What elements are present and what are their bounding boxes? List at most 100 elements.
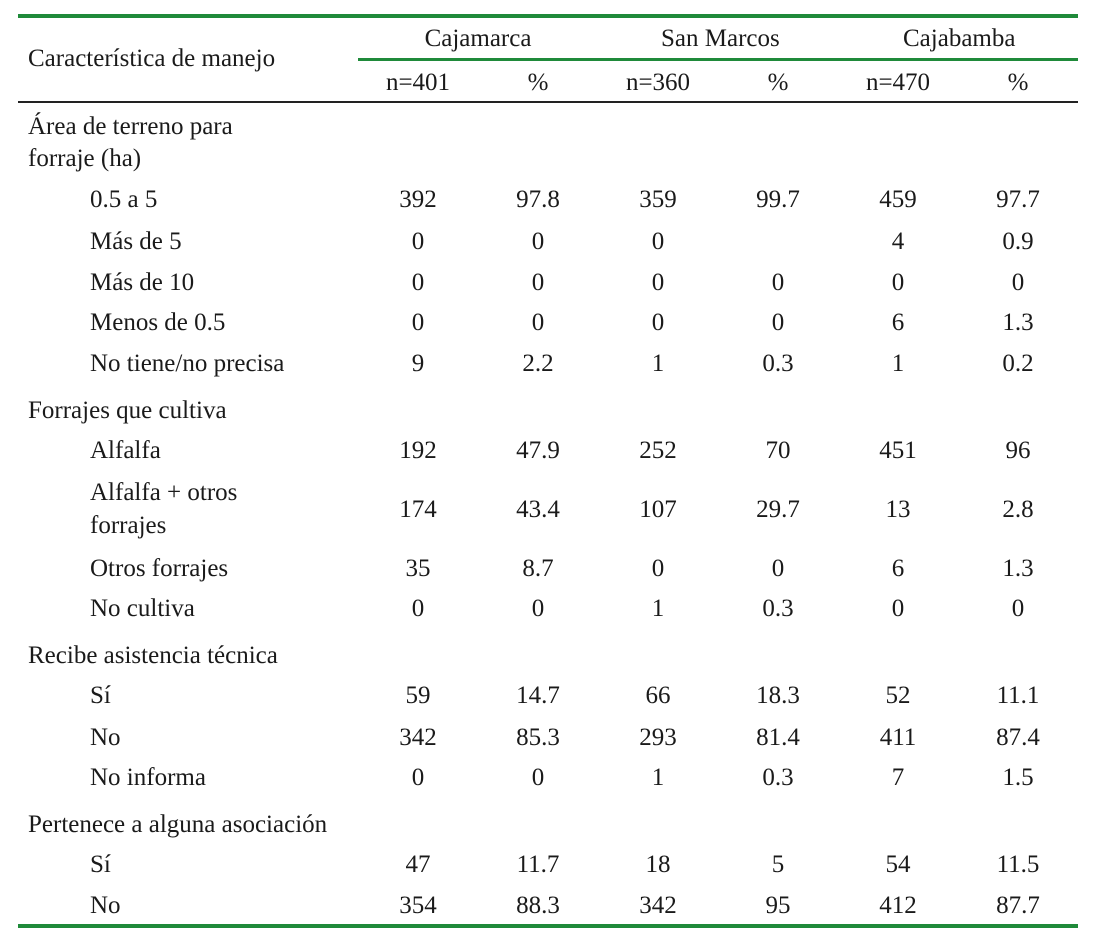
subheader-percent: % [1007, 69, 1029, 96]
count-cell: 342 [399, 724, 437, 751]
percent-cell: 1.5 [1002, 764, 1034, 791]
top-rule [18, 14, 1078, 18]
row-label: Alfalfa + otros [90, 479, 238, 506]
row-label: Menos de 0.5 [90, 309, 226, 336]
percent-cell: 85.3 [516, 724, 560, 751]
percent-cell: 97.7 [996, 186, 1040, 213]
percent-cell: 0 [771, 309, 785, 336]
count-cell: 6 [891, 555, 905, 582]
percent-cell: 1.3 [1002, 309, 1034, 336]
count-cell: 4 [891, 228, 905, 255]
percent-cell: 88.3 [516, 892, 560, 919]
count-cell: 0 [651, 228, 665, 255]
count-cell: 52 [885, 682, 911, 709]
count-cell: 107 [639, 496, 677, 523]
row-label: No tiene/no precisa [90, 350, 285, 377]
percent-cell: 2.2 [522, 350, 554, 377]
count-cell: 451 [879, 437, 917, 464]
percent-cell: 95 [765, 892, 791, 919]
count-cell: 1 [651, 350, 665, 377]
group-header-cajamarca: Cajamarca [424, 25, 532, 52]
count-cell: 9 [411, 350, 425, 377]
percent-cell: 0 [531, 595, 545, 622]
percent-cell: 1.3 [1002, 555, 1034, 582]
subheader-n: n=401 [385, 69, 451, 96]
percent-cell: 0.3 [762, 764, 794, 791]
count-cell: 0 [411, 595, 425, 622]
percent-cell: 70 [765, 437, 791, 464]
percent-cell: 0 [531, 309, 545, 336]
subheader-percent: % [527, 69, 549, 96]
percent-cell: 0 [531, 228, 545, 255]
count-cell: 192 [399, 437, 437, 464]
count-cell: 0 [651, 269, 665, 296]
count-cell: 0 [411, 309, 425, 336]
percent-cell: 11.1 [996, 682, 1040, 709]
count-cell: 7 [891, 764, 905, 791]
row-label: Sí [90, 682, 111, 709]
count-cell: 0 [891, 269, 905, 296]
group-header-san-marcos: San Marcos [661, 25, 780, 52]
row-label: No informa [90, 764, 206, 791]
count-cell: 54 [885, 851, 911, 878]
percent-cell: 14.7 [516, 682, 560, 709]
percent-cell: 0 [1011, 595, 1025, 622]
percent-cell: 0.2 [1002, 350, 1034, 377]
row-label: 0.5 a 5 [90, 186, 158, 213]
percent-cell: 87.7 [996, 892, 1040, 919]
section-title: Forrajes que cultiva [28, 397, 227, 424]
percent-cell: 8.7 [522, 555, 554, 582]
percent-cell: 99.7 [756, 186, 800, 213]
count-cell: 293 [639, 724, 677, 751]
count-cell: 47 [405, 851, 431, 878]
count-cell: 252 [639, 437, 677, 464]
characteristic-header: Característica de manejo [28, 45, 276, 72]
percent-cell: 81.4 [756, 724, 800, 751]
bottom-rule [18, 924, 1078, 928]
section-title: Área de terreno para [28, 113, 233, 140]
count-cell: 0 [891, 595, 905, 622]
row-label: No cultiva [90, 595, 195, 622]
row-label: No [90, 892, 121, 919]
percent-cell: 0.9 [1002, 228, 1034, 255]
count-cell: 174 [399, 496, 437, 523]
percent-cell: 5 [771, 851, 785, 878]
count-cell: 459 [879, 186, 917, 213]
subheader-n: n=360 [625, 69, 691, 96]
section-title: Recibe asistencia técnica [28, 642, 278, 669]
percent-cell: 2.8 [1002, 496, 1034, 523]
percent-cell: 0.3 [762, 350, 794, 377]
count-cell: 0 [411, 269, 425, 296]
percent-cell: 0 [771, 269, 785, 296]
count-cell: 392 [399, 186, 437, 213]
group-header-rule [358, 58, 1078, 61]
count-cell: 412 [879, 892, 917, 919]
row-label: No [90, 724, 121, 751]
count-cell: 6 [891, 309, 905, 336]
count-cell: 0 [411, 228, 425, 255]
count-cell: 13 [885, 496, 911, 523]
count-cell: 354 [399, 892, 437, 919]
count-cell: 1 [891, 350, 905, 377]
row-label: Sí [90, 851, 111, 878]
subheader-n: n=470 [865, 69, 931, 96]
count-cell: 342 [639, 892, 677, 919]
count-cell: 1 [651, 764, 665, 791]
percent-cell: 0.3 [762, 595, 794, 622]
percent-cell: 97.8 [516, 186, 560, 213]
percent-cell: 11.5 [996, 851, 1040, 878]
row-label: Otros forrajes [90, 555, 229, 582]
count-cell: 0 [651, 555, 665, 582]
count-cell: 0 [651, 309, 665, 336]
percent-cell: 0 [531, 764, 545, 791]
section-title: Pertenece a alguna asociación [28, 811, 328, 838]
count-cell: 1 [651, 595, 665, 622]
percent-cell: 0 [771, 555, 785, 582]
percent-cell: 0 [531, 269, 545, 296]
percent-cell: 87.4 [996, 724, 1040, 751]
row-label: Más de 10 [90, 269, 195, 296]
percent-cell: 96 [1005, 437, 1031, 464]
row-label: Más de 5 [90, 228, 182, 255]
percent-cell: 43.4 [516, 496, 560, 523]
row-label: forrajes [90, 512, 167, 539]
